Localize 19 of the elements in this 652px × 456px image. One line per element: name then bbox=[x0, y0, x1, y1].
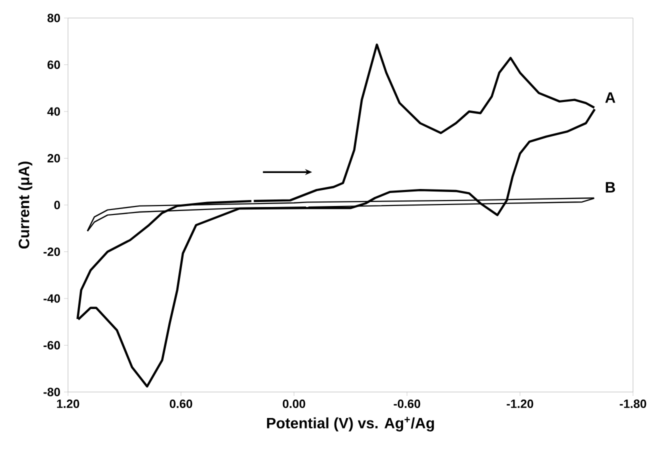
y-tick-label: 60 bbox=[48, 60, 60, 69]
y-tick-label: 20 bbox=[48, 154, 60, 162]
x-tick-label: 0.60 bbox=[170, 400, 192, 408]
y-tick-label: -40 bbox=[44, 294, 60, 303]
y-tick-label: 80 bbox=[47, 14, 60, 22]
y-tick-label: -20 bbox=[44, 248, 60, 256]
x-tick-label: -1.20 bbox=[506, 400, 534, 408]
series-label: A bbox=[605, 92, 616, 103]
x-tick-label: -1.80 bbox=[620, 400, 646, 408]
y-tick-label: 0 bbox=[54, 200, 60, 210]
y-tick-label: -80 bbox=[44, 388, 60, 396]
x-axis-title: Potential (V) vs. Ag$^{+}$/Ag bbox=[267, 416, 434, 432]
y-axis-title: Current (μA) bbox=[18, 162, 32, 249]
series-label: B bbox=[606, 182, 616, 192]
y-tick-label: -60 bbox=[44, 341, 60, 350]
x-tick-label: -0.60 bbox=[394, 400, 420, 408]
y-tick-label: 40 bbox=[47, 107, 60, 116]
x-tick-label: 0.00 bbox=[282, 400, 306, 408]
x-tick-label: 1.20 bbox=[57, 400, 80, 408]
